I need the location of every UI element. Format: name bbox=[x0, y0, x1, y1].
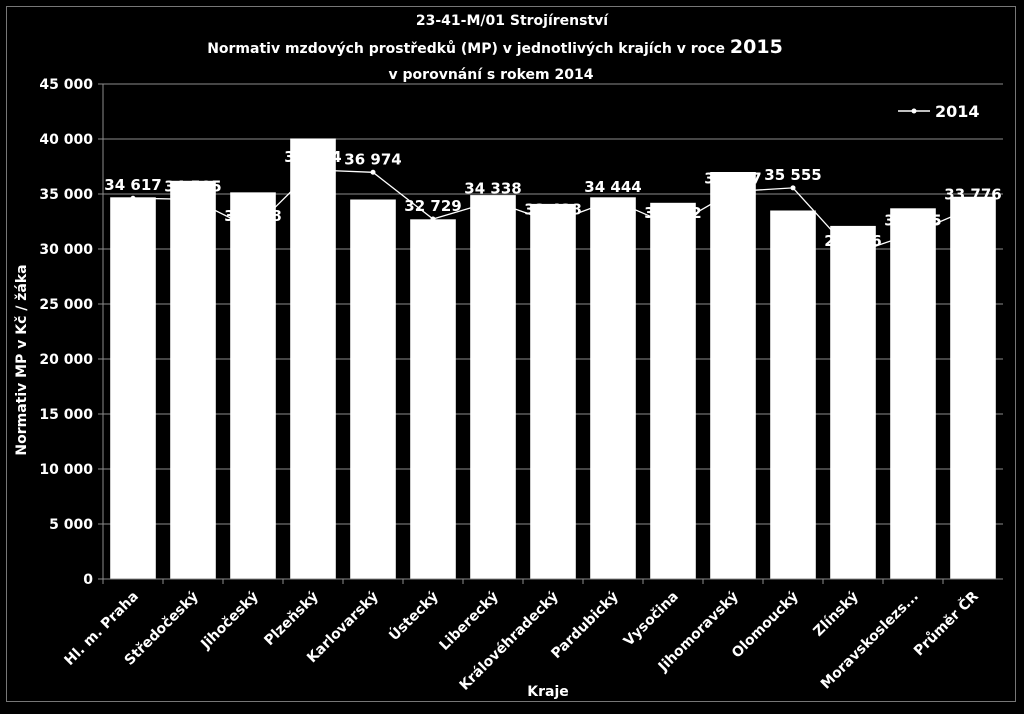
line-point bbox=[730, 189, 736, 195]
data-label: 34 444 bbox=[584, 178, 641, 196]
data-label: 29 556 bbox=[824, 232, 881, 250]
data-label: 32 428 bbox=[524, 200, 581, 218]
line-point bbox=[790, 185, 796, 191]
data-label: 33 776 bbox=[944, 185, 1001, 203]
data-label: 32 072 bbox=[644, 204, 701, 222]
y-tick-label: 5 000 bbox=[49, 517, 93, 533]
bar bbox=[530, 203, 576, 579]
x-axis-label: Kraje bbox=[527, 684, 569, 700]
y-axis-label: Normativ MP v Kč / žáka bbox=[14, 264, 30, 455]
bar bbox=[470, 195, 516, 579]
bar bbox=[830, 225, 876, 579]
data-label: 31 798 bbox=[224, 207, 281, 225]
y-tick-label: 30 000 bbox=[39, 242, 93, 258]
line-point bbox=[610, 197, 616, 203]
line-point bbox=[430, 216, 436, 222]
y-tick-label: 40 000 bbox=[39, 132, 93, 148]
legend: 2014 bbox=[898, 102, 980, 121]
line-point bbox=[250, 226, 256, 232]
bar bbox=[890, 208, 936, 580]
chart-title-line3: v porovnání s rokem 2014 bbox=[389, 67, 594, 83]
data-label: 35 227 bbox=[704, 170, 761, 188]
y-tick-label: 35 000 bbox=[39, 187, 93, 203]
bar bbox=[110, 197, 156, 580]
bar bbox=[290, 138, 336, 579]
legend-label-2014: 2014 bbox=[935, 102, 980, 121]
line-point bbox=[550, 219, 556, 225]
bar bbox=[710, 172, 756, 579]
bars bbox=[110, 138, 996, 580]
data-label: 34 617 bbox=[104, 176, 161, 194]
line-point bbox=[670, 223, 676, 229]
data-label: 34 505 bbox=[164, 177, 221, 195]
y-axis-ticks: 0 5 000 10 000 15 000 20 000 25 000 30 000 35 0… bbox=[39, 77, 103, 588]
line-point bbox=[490, 198, 496, 204]
data-label: 34 338 bbox=[464, 179, 521, 197]
y-tick-label: 15 000 bbox=[39, 407, 93, 423]
y-tick-label: 25 000 bbox=[39, 297, 93, 313]
bar bbox=[230, 192, 276, 579]
chart-title-line2-text: Normativ mzdových prostředků (MP) v jedn… bbox=[207, 40, 730, 57]
bar bbox=[950, 196, 996, 579]
data-label: 37 194 bbox=[284, 148, 341, 166]
bar bbox=[650, 202, 696, 580]
bar bbox=[770, 210, 816, 579]
bar bbox=[170, 180, 216, 580]
line-point bbox=[130, 195, 136, 201]
line-point bbox=[970, 204, 976, 210]
chart-title-year: 2015 bbox=[730, 36, 783, 58]
line-point bbox=[910, 230, 916, 236]
line-point bbox=[370, 169, 376, 175]
bar bbox=[590, 197, 636, 580]
line-point bbox=[190, 196, 196, 202]
bar bbox=[350, 199, 396, 579]
data-label: 36 974 bbox=[344, 150, 401, 168]
chart-frame bbox=[6, 6, 1016, 702]
y-tick-label: 45 000 bbox=[39, 77, 93, 93]
data-label: 31 425 bbox=[884, 211, 941, 229]
y-tick-label: 20 000 bbox=[39, 352, 93, 368]
axes bbox=[102, 84, 1003, 580]
line-point bbox=[850, 251, 856, 257]
chart-title-line1: 23-41-M/01 Strojírenství bbox=[416, 13, 609, 29]
bar bbox=[410, 219, 456, 580]
y-tick-label: 10 000 bbox=[39, 462, 93, 478]
data-label: 32 729 bbox=[404, 197, 461, 215]
chart-title-line2: Normativ mzdových prostředků (MP) v jedn… bbox=[207, 36, 783, 58]
y-tick-label: 0 bbox=[83, 572, 93, 588]
data-label: 35 555 bbox=[764, 166, 821, 184]
legend-marker bbox=[911, 108, 917, 114]
line-series-2014 bbox=[130, 167, 976, 257]
line-point bbox=[310, 167, 316, 173]
